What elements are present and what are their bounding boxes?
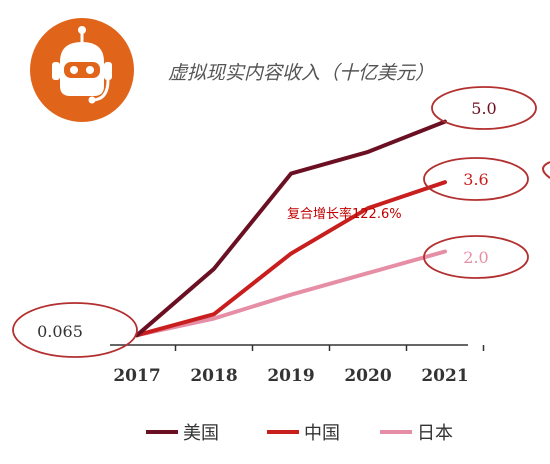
series-lines	[135, 119, 447, 338]
legend-label: 中国	[304, 423, 340, 444]
x-tick-label: 2020	[344, 366, 391, 386]
series-line-china	[135, 180, 447, 338]
data-label: 0.065	[37, 322, 83, 341]
chart-title: 虚拟现实内容收入（十亿美元）	[168, 62, 434, 84]
callout-ellipse	[423, 157, 529, 201]
callout-ellipse	[12, 302, 138, 358]
data-label: 5.0	[471, 99, 496, 118]
series-line-japan	[135, 249, 447, 338]
callout-ellipse	[431, 86, 537, 130]
value-callouts: 0.065 5.0 3.6 2.0	[12, 86, 537, 358]
x-tick-label: 2019	[267, 366, 314, 386]
edge-ellipse-fragment	[542, 161, 550, 179]
x-axis-ticks: 2017 2018 2019 2020 2021	[113, 345, 485, 386]
x-tick-label: 2017	[113, 366, 160, 386]
legend: 美国 中国 日本	[146, 423, 453, 444]
x-tick-label: 2021	[421, 366, 468, 386]
data-label: 2.0	[463, 248, 488, 267]
x-tick-label: 2018	[190, 366, 237, 386]
legend-label: 日本	[417, 423, 453, 444]
growth-rate-annotation: 复合增长率122.6%	[287, 206, 402, 222]
data-label: 3.6	[463, 170, 488, 189]
legend-label: 美国	[183, 423, 219, 444]
callout-ellipse	[423, 235, 529, 279]
robot-head-icon	[30, 18, 134, 122]
series-line-usa	[135, 119, 447, 338]
